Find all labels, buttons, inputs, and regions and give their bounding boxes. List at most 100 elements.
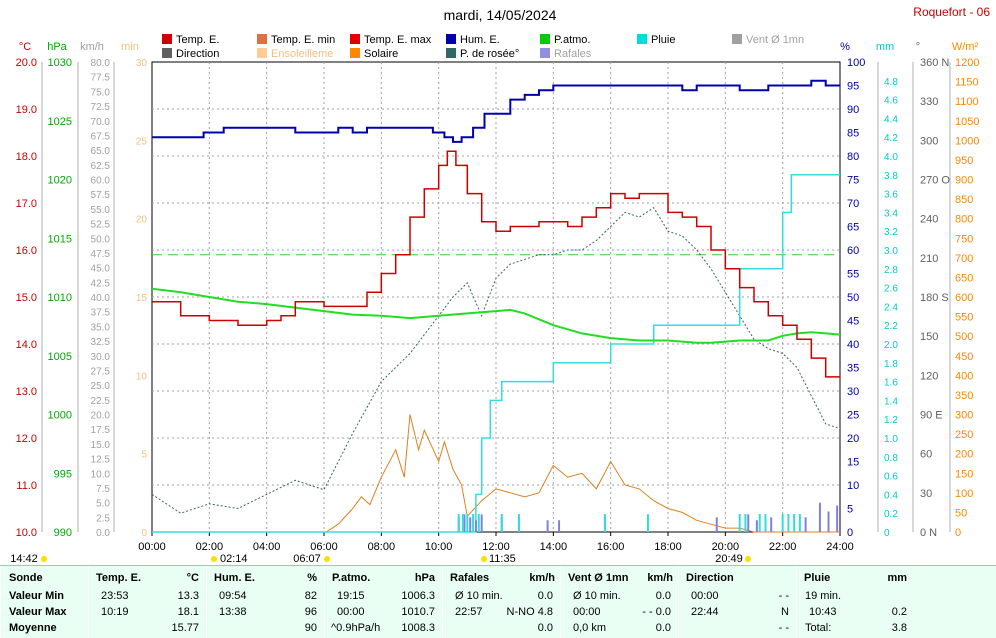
- tick-label-humidity: 45: [847, 316, 859, 328]
- tick-label-wind: 20.0: [91, 411, 111, 422]
- tick-label-pressure: 1000: [48, 410, 72, 422]
- tick-label-rain: 1.4: [884, 396, 898, 407]
- tick-label-humidity: 60: [847, 245, 859, 257]
- tick-label-pressure: 1005: [48, 351, 72, 363]
- tick-label-solar: 600: [955, 292, 973, 304]
- tick-label-direction: 180 S: [920, 292, 949, 304]
- tick-label-wind: 2.5: [96, 513, 110, 524]
- tick-label-wind: 27.5: [91, 366, 111, 377]
- tick-label-pressure: 1015: [48, 233, 72, 245]
- stats-col-dir: Direction 00:00 - - 22:44 N - -: [678, 566, 797, 638]
- stats-dir-avg-value: - -: [778, 622, 789, 634]
- tick-label-wind: 62.5: [91, 161, 111, 172]
- tick-label-humidity: 20: [847, 433, 859, 445]
- tick-label-direction: 330: [920, 96, 938, 108]
- tick-label-wind: 37.5: [91, 308, 111, 319]
- tick-label-wind: 50.0: [91, 234, 111, 245]
- tick-label-wind: 25.0: [91, 381, 111, 392]
- tick-label-wind: 47.5: [91, 249, 111, 260]
- stats-press-max-time: 00:00: [337, 606, 365, 618]
- tick-label-time: 22:00: [769, 541, 797, 553]
- stats-pluie-header: Pluie: [804, 572, 831, 584]
- stats-col-vent: Vent Ø 1mn km/h Ø 10 min. 0.0 00:00 - - …: [560, 566, 679, 638]
- tick-label-rain: 4.6: [884, 96, 898, 107]
- tick-label-direction: 60: [920, 449, 932, 461]
- stats-press-avg-value: 1008.3: [401, 622, 435, 634]
- stats-rafales-unit: km/h: [529, 572, 555, 584]
- legend-label: Solaire: [364, 48, 398, 60]
- tick-label-wind: 12.5: [91, 455, 111, 466]
- tick-label-solar: 50: [955, 507, 967, 519]
- axis-unit-direction: °: [916, 41, 920, 53]
- tick-label-temp: 11.0: [16, 480, 37, 492]
- stats-press-header: P.atmo.: [332, 572, 371, 584]
- tick-label-minutes: 10: [136, 371, 148, 382]
- tick-label-pressure: 995: [54, 468, 72, 480]
- series-pressure-line: [151, 287, 841, 344]
- tick-label-humidity: 5: [847, 504, 853, 516]
- legend-label: Pluie: [651, 34, 675, 46]
- stats-rafales-avg10-value: 0.0: [537, 590, 553, 602]
- tick-label-rain: 0.2: [884, 509, 898, 520]
- stats-col-press: P.atmo. hPa 19:15 1006.3 00:00 1010.7 ^0…: [324, 566, 443, 638]
- tick-label-pressure: 1010: [48, 292, 72, 304]
- stats-dir-min-time: 00:00: [691, 590, 719, 602]
- tick-label-rain: 4.2: [884, 133, 898, 144]
- stats-hum-min-value: 82: [304, 590, 317, 602]
- tick-label-time: 18:00: [654, 541, 682, 553]
- tick-label-time: 00:00: [138, 541, 166, 553]
- tick-label-direction: 240: [920, 214, 938, 226]
- stats-temp-max-time: 10:19: [101, 606, 129, 618]
- stats-temp-max-value: 18.1: [177, 606, 199, 618]
- stats-vent-unit: km/h: [647, 572, 673, 584]
- stats-dir-header: Direction: [686, 572, 734, 584]
- stats-temp-avg-value: 15.77: [171, 622, 199, 634]
- tick-label-humidity: 80: [847, 151, 859, 163]
- sun-icon: [211, 556, 217, 562]
- tick-label-wind: 30.0: [91, 352, 111, 363]
- tick-label-wind: 15.0: [91, 440, 111, 451]
- stats-press-trend: ^0.9hPa/h: [331, 622, 381, 634]
- tick-label-wind: 77.5: [91, 73, 111, 84]
- tick-label-humidity: 95: [847, 81, 859, 93]
- stats-temp-min-value: 13.3: [177, 590, 199, 602]
- stats-vent-distance: 0,0 km: [573, 622, 607, 634]
- stats-sonde-header: Sonde: [9, 572, 43, 584]
- legend-label: Hum. E.: [460, 34, 500, 46]
- tick-label-humidity: 25: [847, 410, 859, 422]
- stats-pluie-max-time: 10:43: [809, 606, 837, 618]
- tick-label-solar: 550: [955, 312, 973, 324]
- tick-label-solar: 1150: [955, 77, 979, 89]
- sunrise-label: 06:07: [293, 553, 321, 565]
- tick-label-humidity: 90: [847, 104, 859, 116]
- tick-label-time: 08:00: [368, 541, 396, 553]
- stats-rafales-avg10-label: Ø 10 min.: [455, 590, 503, 602]
- tick-label-rain: 1.8: [884, 359, 898, 370]
- legend-label: P. de rosée°: [460, 48, 519, 60]
- tick-label-direction: 90 E: [920, 410, 943, 422]
- legend-label: Ensoleilleme: [271, 48, 333, 60]
- tick-label-solar: 950: [955, 155, 973, 167]
- stats-dir-max-time: 22:44: [691, 606, 719, 618]
- direction-time-label: 02:14: [220, 553, 248, 565]
- tick-label-wind: 75.0: [91, 87, 111, 98]
- tick-label-rain: 0.6: [884, 472, 898, 483]
- tick-label-humidity: 15: [847, 457, 859, 469]
- tick-label-temp: 20.0: [16, 57, 37, 69]
- tick-label-rain: 4.4: [884, 114, 898, 125]
- tick-label-solar: 1050: [955, 116, 979, 128]
- tick-label-solar: 0: [955, 527, 961, 539]
- tick-label-wind: 65.0: [91, 146, 111, 157]
- tick-label-minutes: 0: [141, 528, 147, 539]
- sunrise-icon: [324, 556, 330, 562]
- tick-label-wind: 60.0: [91, 176, 111, 187]
- tick-label-humidity: 50: [847, 292, 859, 304]
- tick-label-rain: 0.8: [884, 453, 898, 464]
- tick-label-pressure: 1020: [48, 175, 72, 187]
- tick-label-solar: 450: [955, 351, 973, 363]
- tick-label-wind: 5.0: [96, 499, 110, 510]
- tick-label-rain: 4.8: [884, 77, 898, 88]
- tick-label-wind: 10.0: [91, 469, 111, 480]
- tick-label-rain: 2.8: [884, 265, 898, 276]
- tick-label-humidity: 75: [847, 175, 859, 187]
